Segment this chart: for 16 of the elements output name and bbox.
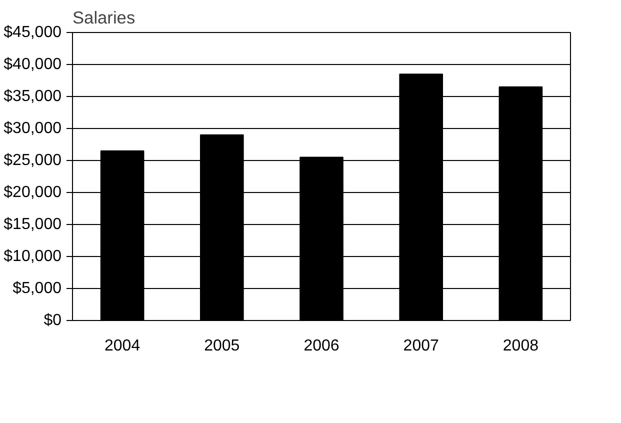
y-tick-label: $25,000 [4,152,62,169]
y-tick-label: $35,000 [4,88,62,105]
x-tick-label: 2004 [104,338,140,354]
x-tick-label: 2005 [204,338,240,354]
x-tick-label: 2007 [403,338,439,354]
y-tick-label: $10,000 [4,248,62,265]
x-tick-label: 2008 [502,338,539,354]
y-tick-label: $45,000 [4,24,62,41]
x-tick-label: 2006 [304,338,340,354]
chart-title: Salaries [72,8,136,28]
y-tick-label: $0 [44,312,62,329]
y-tick-label: $5,000 [12,280,62,297]
y-tick-label: $20,000 [4,184,62,201]
y-tick-label: $40,000 [4,56,62,73]
y-tick-label: $15,000 [4,216,62,233]
y-tick-label: $30,000 [4,120,62,137]
